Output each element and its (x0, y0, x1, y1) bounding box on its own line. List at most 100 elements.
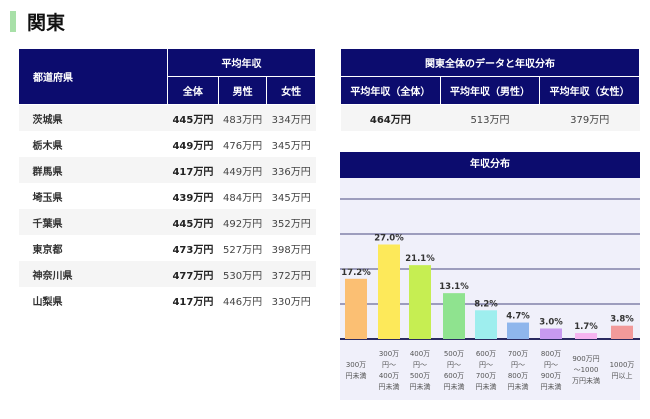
bar (409, 265, 431, 339)
table-row: 山梨県 417万円 446万円 330万円 (18, 287, 316, 313)
chart-title: 年収分布 (340, 152, 640, 178)
prefecture-income-table: 都道府県 平均年収 全体 男性 女性 茨城県 445万円 483万円 334万円 栃木県 44… (18, 48, 316, 313)
category-label-line: 600万 (476, 350, 496, 358)
category-label: 400万円〜 500万円未満 (410, 350, 431, 391)
male-income-cell: 530万円 (218, 261, 267, 287)
category-label-line: 900万円 (572, 355, 599, 363)
category-label: 1000万円以上 (610, 361, 635, 380)
category-label: 500万円〜 600万円未満 (444, 350, 465, 391)
category-label-line: 円〜 (511, 361, 525, 369)
data-label: 3.0% (539, 318, 563, 328)
category-label-line: 800万 (508, 372, 528, 380)
category-label-line: 円未満 (508, 382, 529, 391)
female-income-cell: 334万円 (266, 104, 316, 131)
category-label-line: 円以上 (612, 371, 633, 380)
header-prefecture: 都道府県 (18, 48, 168, 105)
all-income-cell: 445万円 (167, 209, 219, 235)
bar (575, 333, 597, 339)
male-income-cell: 446万円 (218, 287, 267, 313)
category-label-line: 300万 (346, 361, 366, 369)
prefecture-cell: 栃木県 (18, 131, 168, 157)
male-income-cell: 492万円 (218, 209, 267, 235)
category-label-line: 円〜 (382, 361, 396, 369)
category-label: 300万円未満 (346, 361, 367, 380)
data-label: 8.2% (474, 299, 498, 309)
header-female: 女性 (266, 76, 316, 105)
all-income-cell: 417万円 (167, 157, 219, 183)
category-label-line: 800万 (541, 350, 561, 358)
prefecture-cell: 群馬県 (18, 157, 168, 183)
category-label-line: 500万 (410, 372, 430, 380)
prefecture-cell: 茨城県 (18, 104, 168, 131)
summary-all: 464万円 (340, 104, 441, 131)
prefecture-cell: 山梨県 (18, 287, 168, 313)
category-label-line: 900万 (541, 372, 561, 380)
all-income-cell: 439万円 (167, 183, 219, 209)
female-income-cell: 372万円 (266, 261, 316, 287)
all-income-cell: 473万円 (167, 235, 219, 261)
category-label-line: 円〜 (479, 361, 493, 369)
prefecture-cell: 千葉県 (18, 209, 168, 235)
male-income-cell: 484万円 (218, 183, 267, 209)
bar (507, 322, 529, 339)
category-label-line: 円〜 (544, 361, 558, 369)
female-income-cell: 345万円 (266, 131, 316, 157)
category-label-line: 円〜 (447, 361, 461, 369)
header-male: 男性 (217, 76, 268, 105)
table-row: 埼玉県 439万円 484万円 345万円 (18, 183, 316, 209)
prefecture-cell: 埼玉県 (18, 183, 168, 209)
data-label: 27.0% (374, 234, 404, 244)
all-income-cell: 449万円 (167, 131, 219, 157)
category-label: 300万円〜 400万円未満 (379, 350, 400, 391)
category-label-line: 400万 (410, 350, 430, 358)
category-label-line: 700万 (508, 350, 528, 358)
page-title: 関東 (27, 12, 66, 34)
category-label-line: 万円未満 (572, 376, 600, 385)
all-income-cell: 445万円 (167, 104, 219, 131)
category-label-line: 円未満 (444, 382, 465, 391)
female-income-cell: 352万円 (266, 209, 316, 235)
bar (611, 325, 633, 339)
table-row: 東京都 473万円 527万円 398万円 (18, 235, 316, 261)
category-label-line: 円未満 (476, 382, 497, 391)
category-label: 700万円〜 800万円未満 (508, 350, 529, 391)
data-label: 4.7% (506, 312, 530, 322)
data-label: 17.2% (341, 268, 371, 278)
category-label: 900万円〜1000 万円未満 (572, 355, 600, 385)
male-income-cell: 483万円 (218, 104, 267, 131)
female-income-cell: 336万円 (266, 157, 316, 183)
category-label-line: 〜1000 (574, 366, 599, 374)
category-label-line: 300万 (379, 350, 399, 358)
header-all: 全体 (167, 76, 219, 105)
table-row: 神奈川県 477万円 530万円 372万円 (18, 261, 316, 287)
bar (475, 310, 497, 339)
kanto-summary-table: 関東全体のデータと年収分布 平均年収（全体） 平均年収（男性） 平均年収（女性） 4… (340, 48, 640, 131)
data-label: 3.8% (610, 315, 634, 325)
summary-female: 379万円 (539, 104, 640, 131)
category-label-line: 円未満 (541, 382, 562, 391)
category-label: 600万円〜 700万円未満 (476, 350, 497, 391)
male-income-cell: 449万円 (218, 157, 267, 183)
title-accent (10, 11, 16, 32)
summary-header-all: 平均年収（全体） (340, 76, 441, 105)
bar (345, 278, 367, 339)
table-row: 栃木県 449万円 476万円 345万円 (18, 131, 316, 157)
category-label-line: 400万 (379, 372, 399, 380)
prefecture-cell: 東京都 (18, 235, 168, 261)
male-income-cell: 527万円 (218, 235, 267, 261)
summary-title: 関東全体のデータと年収分布 (340, 48, 640, 77)
category-label-line: 円未満 (379, 382, 400, 391)
data-label: 21.1% (405, 254, 435, 264)
data-label: 1.7% (574, 322, 598, 332)
all-income-cell: 477万円 (167, 261, 219, 287)
category-label-line: 700万 (476, 372, 496, 380)
category-label-line: 500万 (444, 350, 464, 358)
category-label: 800万円〜 900万円未満 (541, 350, 562, 391)
table-row: 群馬県 417万円 449万円 336万円 (18, 157, 316, 183)
category-label-line: 1000万 (610, 361, 635, 369)
summary-male: 513万円 (440, 104, 540, 131)
header-average-income: 平均年収 (167, 48, 316, 77)
data-label: 13.1% (439, 282, 469, 292)
male-income-cell: 476万円 (218, 131, 267, 157)
category-label-line: 円〜 (413, 361, 427, 369)
